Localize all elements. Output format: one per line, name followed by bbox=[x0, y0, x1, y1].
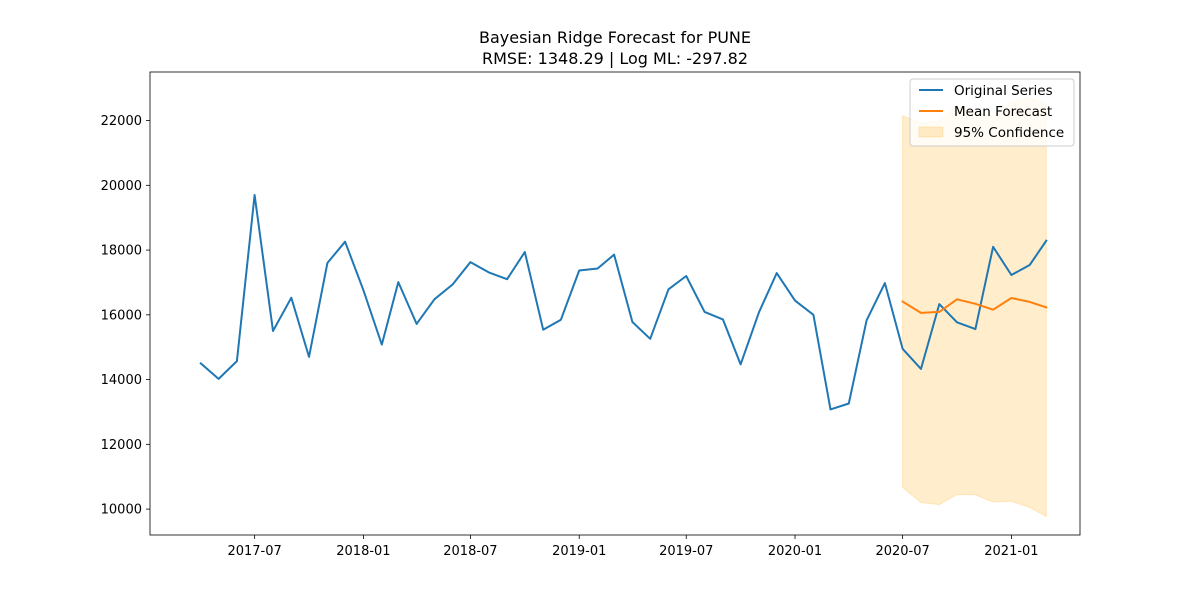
legend-box bbox=[909, 78, 1075, 147]
series-layer bbox=[199, 194, 1048, 411]
x-tick-label: 2017-07 bbox=[227, 544, 281, 559]
confidence-band bbox=[902, 96, 1047, 518]
x-tick-label: 2019-01 bbox=[552, 544, 606, 559]
plot-frame bbox=[149, 71, 1081, 536]
chart-title: Bayesian Ridge Forecast for PUNE bbox=[479, 28, 751, 47]
y-tick-label: 10000 bbox=[101, 503, 142, 518]
x-tick-label: 2018-01 bbox=[336, 544, 390, 559]
confidence-band-layer bbox=[902, 96, 1047, 518]
chart-subtitle: RMSE: 1348.29 | Log ML: -297.82 bbox=[482, 49, 748, 68]
legend-label-original: Original Series bbox=[954, 83, 1053, 99]
legend-swatch-confidence bbox=[918, 126, 944, 138]
y-tick-label: 22000 bbox=[101, 114, 142, 129]
y-tick-label: 12000 bbox=[101, 438, 142, 453]
y-tick-label: 14000 bbox=[101, 373, 142, 388]
mean-forecast-line bbox=[901, 297, 1048, 314]
legend-label-mean-forecast: Mean Forecast bbox=[954, 104, 1052, 120]
legend: Original Series Mean Forecast 95% Confid… bbox=[909, 78, 1075, 147]
y-tick-label: 16000 bbox=[101, 308, 142, 323]
x-tick-label: 2018-07 bbox=[443, 544, 497, 559]
y-tick-label: 20000 bbox=[101, 179, 142, 194]
x-tick-label: 2020-07 bbox=[875, 544, 929, 559]
x-tick-label: 2020-01 bbox=[768, 544, 822, 559]
x-tick-label: 2021-01 bbox=[984, 544, 1038, 559]
y-tick-label: 18000 bbox=[101, 244, 142, 259]
x-axis: 2017-07 2018-01 2018-07 2019-01 2019-07 2020-… bbox=[227, 535, 1039, 559]
legend-label-confidence: 95% Confidence bbox=[954, 125, 1064, 141]
y-axis: 10000 12000 14000 16000 18000 20000 22000 bbox=[101, 114, 150, 518]
x-tick-label: 2019-07 bbox=[659, 544, 713, 559]
original-series-line bbox=[199, 194, 1048, 411]
